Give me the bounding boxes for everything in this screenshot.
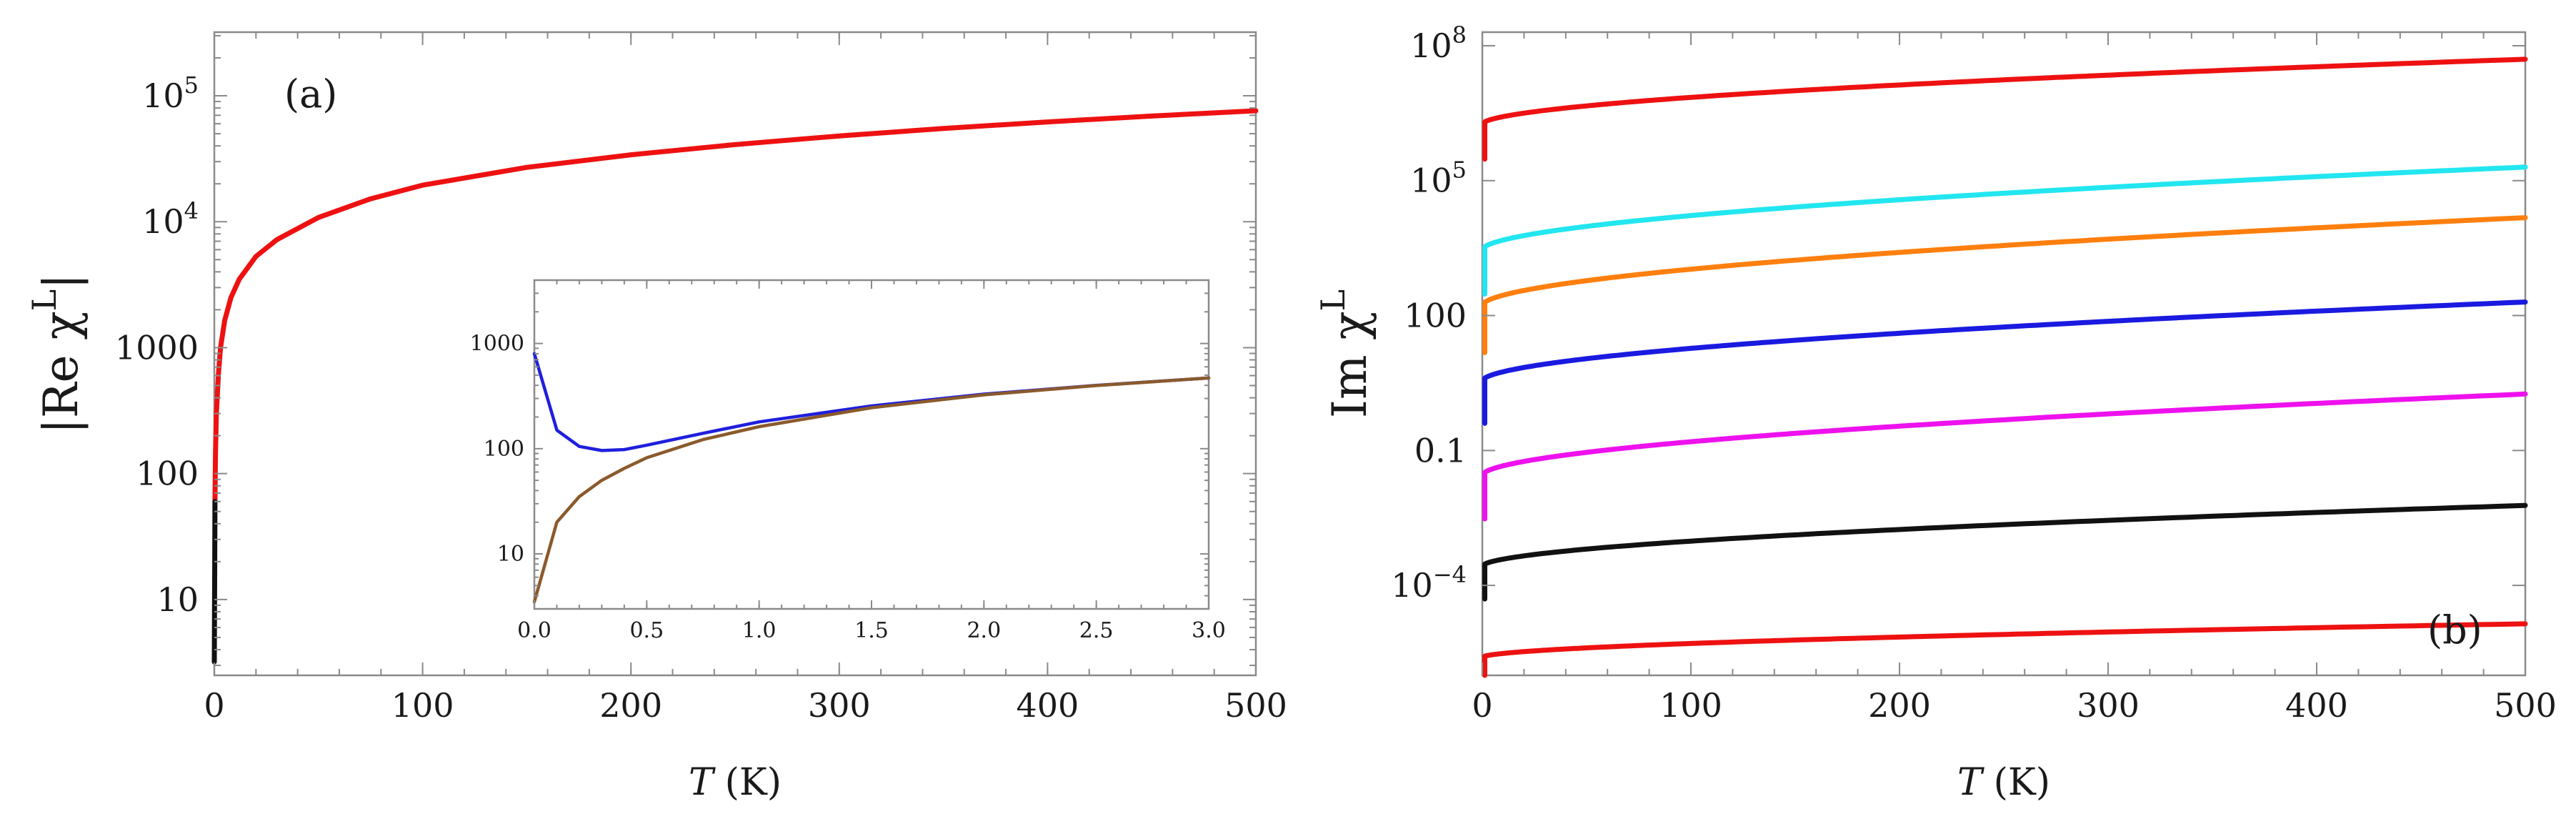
panel-b-label: (b) <box>2427 607 2482 652</box>
inset-series-group <box>532 352 1211 604</box>
y-tick-label: 108 <box>1410 21 1467 65</box>
y-tick-label-base: 10 <box>1410 26 1452 65</box>
y-tick-label: 1000 <box>470 332 524 357</box>
y-tick-label: 105 <box>1410 157 1467 200</box>
x-tick-label: 100 <box>1659 686 1722 725</box>
y-tick-label-base: 100 <box>1404 297 1467 335</box>
panel-a-inset: 0.0 0.5 1.0 1.5 2.0 2.5 3.0 10 100 1000 <box>470 279 1226 643</box>
panel-b-xlabel-var: T <box>1957 761 1985 804</box>
x-tick-label: 0 <box>1472 686 1492 725</box>
x-tick-label: 3.0 <box>1192 618 1226 643</box>
x-tick-label: 2.5 <box>1079 618 1114 643</box>
panel-b-ylabel: Im χL <box>1314 289 1377 418</box>
panel-b-xlabel-unit: (K) <box>1994 761 2050 804</box>
series-line-b-1 <box>1482 164 2528 297</box>
inset-background <box>534 280 1209 609</box>
y-tick-label: 100 <box>136 455 199 493</box>
x-tick-label: 0.0 <box>517 618 551 643</box>
x-tick-label: 300 <box>2077 686 2140 725</box>
y-tick-label-base: 1000 <box>115 328 199 367</box>
x-tick-label: 400 <box>2285 686 2348 725</box>
x-tick-label: 200 <box>1868 686 1931 725</box>
series-line-b-3 <box>1482 299 2528 426</box>
x-tick-label: 500 <box>2494 686 2557 725</box>
inset-ticks: 0.0 0.5 1.0 1.5 2.0 2.5 3.0 10 100 1000 <box>470 279 1226 643</box>
inset-line-1 <box>532 376 1211 604</box>
series-line-a-0 <box>212 108 1259 505</box>
x-tick-label: 0 <box>204 686 224 725</box>
panel-a-ylabel-close: | <box>34 274 89 289</box>
y-tick-label-exp: 5 <box>1452 157 1467 184</box>
panel-a-ylabel-main: |Re χ <box>34 311 89 434</box>
panel-b-series-group <box>1482 56 2528 678</box>
panel-b-ylabel-sup: L <box>1314 289 1352 312</box>
x-tick-label: 300 <box>808 686 871 725</box>
x-tick-label: 0.5 <box>629 618 664 643</box>
y-tick-label-exp: −4 <box>1433 561 1467 588</box>
y-tick-label-base: 10 <box>142 202 184 241</box>
y-tick-label: 0.1 <box>1414 431 1467 470</box>
y-tick-label-exp: 4 <box>184 197 199 224</box>
y-tick-label: 10 <box>497 542 524 567</box>
y-tick-label: 1000 <box>115 328 199 367</box>
y-tick-label-exp: 8 <box>1452 21 1467 49</box>
y-tick-label-base: 10 <box>156 580 199 619</box>
panel-a-xlabel-var: T <box>689 761 716 804</box>
x-tick-label: 1.5 <box>854 618 889 643</box>
panel-b-xlabel: T (K) <box>1957 761 2050 804</box>
panel-b-frame <box>1481 31 2527 677</box>
series-line-b-2 <box>1482 215 2528 355</box>
y-tick-label: 100 <box>484 437 524 462</box>
y-tick-label-base: 10 <box>1410 162 1452 200</box>
panel-a-ylabel-sup: L <box>25 289 64 312</box>
y-tick-label-base: 100 <box>136 455 199 493</box>
y-tick-label: 104 <box>142 197 199 241</box>
panel-b-ylabel-main: Im χ <box>1322 311 1377 418</box>
x-tick-label: 1.0 <box>742 618 777 643</box>
panel-a-xlabel-unit: (K) <box>725 761 782 804</box>
y-tick-label-base: 10 <box>142 76 184 115</box>
series-line-b-5 <box>1482 502 2528 602</box>
series-line-b-0 <box>1482 56 2528 162</box>
y-tick-label-exp: 5 <box>184 71 199 99</box>
y-tick-label: 10 <box>156 580 199 619</box>
series-line-b-4 <box>1482 391 2528 522</box>
x-tick-label: 400 <box>1016 686 1079 725</box>
x-tick-label: 500 <box>1224 686 1287 725</box>
x-tick-label: 2.0 <box>967 618 1001 643</box>
y-tick-label-base: 0.1 <box>1414 431 1467 470</box>
series-line-b-6 <box>1482 621 2528 678</box>
x-tick-label: 100 <box>391 686 454 725</box>
y-tick-label: 105 <box>142 71 199 115</box>
y-tick-label: 10−4 <box>1391 561 1467 605</box>
panel-a-ylabel: |Re χL| <box>25 274 89 435</box>
x-tick-label: 200 <box>599 686 662 725</box>
y-tick-label: 100 <box>1404 297 1467 335</box>
panel-a-xlabel: T (K) <box>689 761 782 804</box>
panel-a-label: (a) <box>284 71 337 116</box>
y-tick-label-base: 10 <box>1391 566 1433 605</box>
